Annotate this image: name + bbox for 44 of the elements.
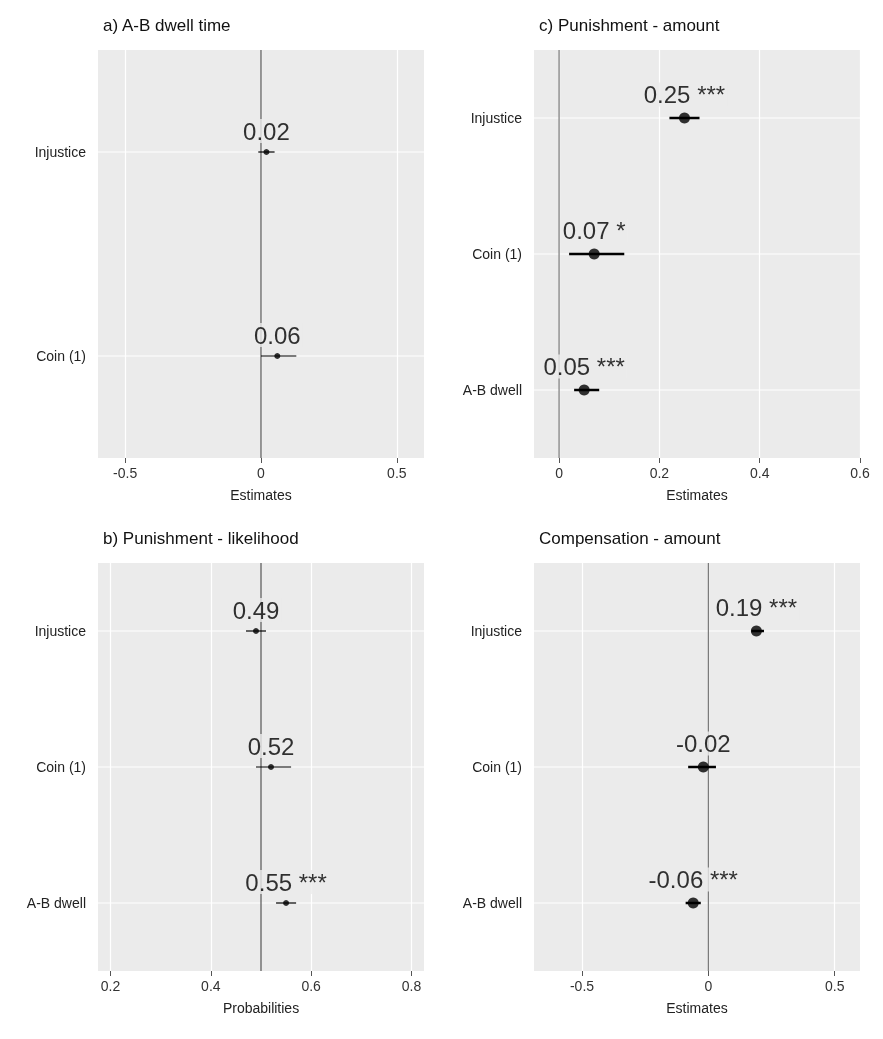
x-tick-label: 0.4 xyxy=(201,978,221,994)
y-tick-label: A-B dwell xyxy=(462,895,522,911)
data-label: 0.49 xyxy=(232,596,280,624)
y-tick-label: Injustice xyxy=(470,623,523,639)
x-tick-label: 0 xyxy=(704,978,713,994)
y-tick-label: Injustice xyxy=(470,110,523,126)
chart-title: c) Punishment - amount xyxy=(539,16,720,35)
y-tick-label: Injustice xyxy=(34,144,87,160)
data-label: -0.02 xyxy=(675,730,731,757)
y-tick-label: Coin (1) xyxy=(36,759,86,775)
chart-title: a) A-B dwell time xyxy=(103,16,231,35)
y-tick-label: A-B dwell xyxy=(462,382,522,398)
data-label: 0.05 *** xyxy=(543,353,625,380)
x-tick-label: 0.5 xyxy=(824,978,845,994)
x-tick-label: 0.5 xyxy=(387,465,407,481)
x-tick-label: 0.8 xyxy=(401,978,422,994)
data-label: 0.25 *** xyxy=(643,81,726,108)
x-axis-title: Estimates xyxy=(666,487,728,503)
chart-title: Compensation - amount xyxy=(539,529,721,548)
y-tick-label: Coin (1) xyxy=(472,759,522,775)
x-tick-label: 0 xyxy=(555,465,564,481)
x-axis-title: Probabilities xyxy=(222,1000,300,1016)
data-label: 0.06 xyxy=(253,321,301,349)
x-tick-label: 0.2 xyxy=(649,465,670,481)
data-label: 0.55 *** xyxy=(245,868,327,896)
x-tick-label: -0.5 xyxy=(569,978,595,994)
chart-title: b) Punishment - likelihood xyxy=(103,529,299,548)
x-tick-label: 0 xyxy=(257,465,266,481)
y-tick-label: Coin (1) xyxy=(472,246,522,262)
x-axis-title: Estimates xyxy=(666,1000,728,1016)
x-axis-title: Estimates xyxy=(230,487,292,503)
data-label: 0.07 * xyxy=(562,217,626,244)
x-tick-label: 0.6 xyxy=(850,465,870,481)
data-label: 0.52 xyxy=(247,732,295,760)
data-label: 0.19 *** xyxy=(715,594,798,621)
y-tick-label: Coin (1) xyxy=(36,348,86,364)
x-tick-label: 0.6 xyxy=(301,978,322,994)
y-tick-label: Injustice xyxy=(34,623,87,639)
data-label: 0.02 xyxy=(243,117,290,145)
x-tick-label: 0.4 xyxy=(749,465,770,481)
y-tick-label: A-B dwell xyxy=(26,895,86,911)
x-tick-label: -0.5 xyxy=(113,465,138,481)
data-label: -0.06 *** xyxy=(648,866,738,893)
x-tick-label: 0.2 xyxy=(100,978,121,994)
